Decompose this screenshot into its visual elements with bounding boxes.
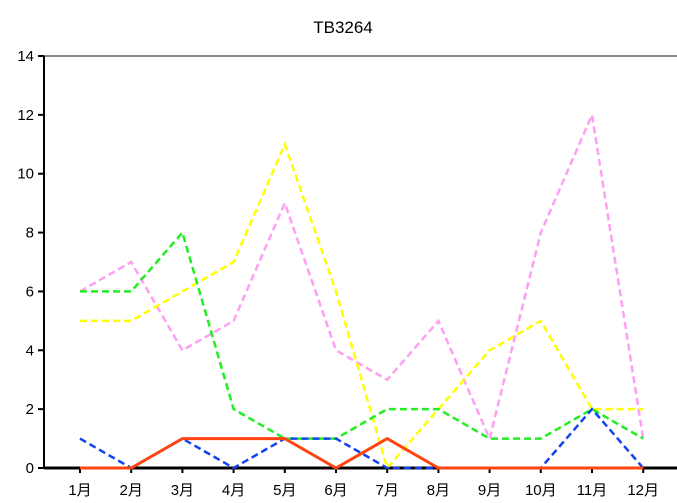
y-tick-label: 12	[17, 107, 34, 124]
x-axis-ticks: 1月 2月 3月 4月 5月 6月 7月 8月 9月 10月 11月 12月	[68, 468, 659, 499]
y-tick-label: 6	[26, 283, 34, 300]
y-tick-label: 10	[17, 166, 34, 183]
x-tick-label: 2月	[120, 482, 143, 499]
y-tick-label: 8	[26, 225, 34, 242]
x-tick-label: 12月	[627, 482, 659, 499]
series-line-1	[79, 110, 645, 443]
series-line-4	[79, 407, 645, 470]
series-layer	[79, 110, 645, 471]
x-tick-label: 7月	[376, 482, 399, 499]
x-tick-label: 3月	[171, 482, 194, 499]
x-tick-label: 9月	[478, 482, 501, 499]
x-tick-label: 10月	[525, 482, 557, 499]
x-tick-label: 8月	[427, 482, 450, 499]
y-axis-ticks: 0 2 4 6 8 10 12 14	[17, 48, 44, 477]
chart-title: TB3264	[313, 18, 373, 37]
series-line-5	[80, 436, 644, 470]
x-tick-label: 5月	[273, 482, 296, 499]
y-tick-label: 4	[26, 342, 34, 359]
x-tick-label: 4月	[222, 482, 245, 499]
series-line-2	[80, 140, 644, 471]
series-line-3	[80, 230, 644, 440]
x-tick-label: 6月	[324, 482, 347, 499]
y-tick-label: 14	[17, 48, 34, 65]
x-tick-label: 11月	[577, 482, 608, 499]
x-tick-label: 1月	[68, 482, 91, 499]
y-tick-label: 2	[26, 401, 34, 418]
y-tick-label: 0	[26, 460, 34, 477]
